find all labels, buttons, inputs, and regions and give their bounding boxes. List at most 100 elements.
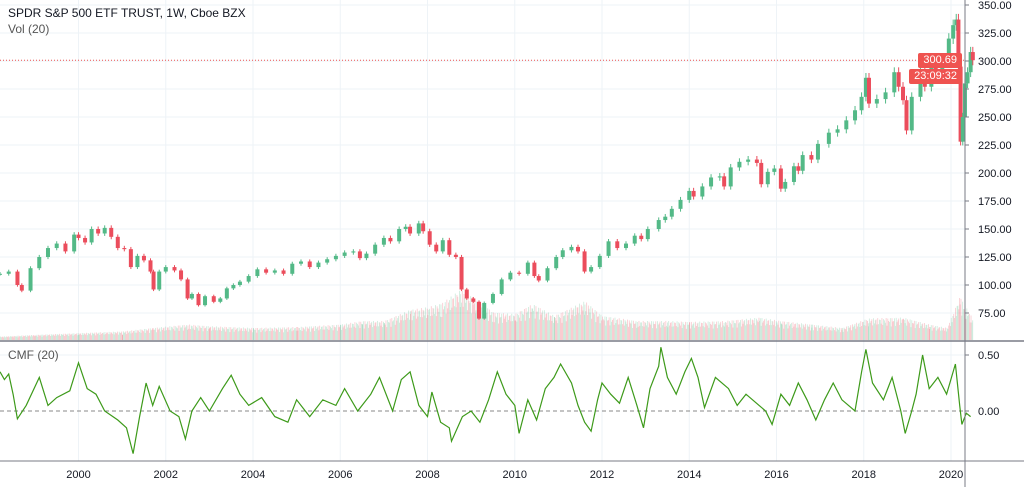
volume-bar — [636, 327, 638, 340]
volume-bar — [927, 328, 929, 340]
volume-bar — [315, 326, 316, 340]
volume-bar — [398, 322, 400, 340]
volume-bar — [484, 306, 486, 340]
volume-bar — [684, 325, 686, 340]
volume-bar — [57, 334, 59, 340]
volume-bar — [590, 306, 592, 340]
volume-bar — [874, 320, 876, 340]
volume-bar — [152, 328, 154, 340]
volume-bar — [755, 325, 756, 340]
volume-bar — [15, 336, 17, 340]
volume-bar — [299, 330, 301, 340]
volume-bar — [190, 325, 192, 340]
volume-bar — [112, 331, 114, 340]
volume-bar — [643, 326, 645, 340]
volume-bar — [301, 331, 303, 340]
volume-bar — [551, 320, 553, 340]
volume-bar — [378, 326, 379, 340]
volume-bar — [117, 334, 119, 340]
volume-bar — [311, 328, 313, 340]
volume-bar — [231, 329, 233, 340]
volume-bar — [770, 325, 772, 340]
volume-bar — [3, 337, 5, 340]
volume-bar — [645, 322, 647, 340]
volume-bar — [54, 335, 55, 340]
candle-body — [434, 244, 439, 252]
volume-bar — [175, 326, 177, 340]
volume-bar — [211, 330, 212, 340]
volume-bar — [518, 317, 520, 340]
volume-bar — [885, 318, 887, 340]
volume-bar — [694, 327, 696, 340]
volume-bar — [876, 324, 878, 340]
volume-bar — [413, 315, 415, 340]
volume-bar — [26, 335, 28, 340]
volume-bar — [390, 326, 392, 340]
volume-bar — [389, 318, 391, 340]
volume-bar — [273, 330, 274, 340]
volume-bar — [204, 328, 206, 340]
volume-bar — [178, 330, 180, 340]
volume-bar — [744, 320, 746, 340]
volume-bar — [649, 323, 651, 340]
candle-body — [737, 161, 742, 168]
candle-body — [128, 249, 133, 268]
volume-bar — [809, 324, 811, 340]
volume-bar — [701, 322, 702, 340]
volume-bar — [362, 324, 363, 340]
volume-bar — [177, 325, 179, 340]
volume-bar — [304, 329, 305, 340]
volume-bar — [337, 324, 339, 340]
candle-body — [863, 77, 868, 97]
volume-bar — [126, 334, 128, 340]
volume-bar — [230, 327, 232, 340]
candle-body — [791, 166, 796, 182]
volume-bar — [292, 327, 294, 340]
volume-bar — [177, 328, 178, 340]
volume-bar — [492, 321, 494, 340]
volume-bar — [967, 316, 969, 340]
volume-bar — [77, 333, 79, 340]
volume-bar — [760, 325, 762, 340]
volume-bar — [221, 327, 223, 340]
volume-bar — [769, 325, 770, 340]
volume-bar — [589, 312, 591, 340]
volume-bar — [648, 321, 650, 340]
volume-bar — [853, 325, 855, 340]
volume-bar — [157, 329, 159, 340]
volume-bar — [671, 326, 673, 340]
candle-body — [0, 273, 2, 275]
volume-bar — [612, 320, 613, 340]
volume-bar — [718, 324, 720, 340]
volume-bar — [423, 310, 425, 340]
candle-body — [224, 288, 229, 299]
volume-bar — [542, 310, 544, 340]
volume-bar — [580, 304, 582, 340]
volume-bar — [883, 319, 885, 340]
volume-bar — [446, 299, 448, 340]
volume-bar — [450, 296, 452, 340]
time-tick-label: 2008 — [415, 469, 439, 481]
volume-bar — [762, 322, 764, 340]
volume-bar — [834, 327, 836, 340]
candle-body — [364, 253, 369, 259]
volume-bar — [592, 308, 593, 340]
volume-bar — [49, 334, 50, 340]
volume-bar — [288, 327, 290, 340]
volume-bar — [181, 327, 183, 340]
volume-bar — [89, 334, 91, 340]
volume-bar — [775, 321, 777, 340]
volume-bar — [870, 320, 872, 340]
volume-bar — [395, 316, 397, 340]
volume-bar — [425, 307, 426, 340]
volume-bar — [575, 314, 577, 340]
volume-bar — [310, 331, 311, 340]
volume-bar — [360, 321, 362, 340]
volume-bar — [674, 322, 675, 340]
volume-bar — [653, 323, 655, 340]
volume-bar — [206, 330, 208, 340]
volume-bar — [533, 305, 535, 340]
candle-body — [615, 241, 620, 249]
volume-bar — [902, 318, 904, 340]
